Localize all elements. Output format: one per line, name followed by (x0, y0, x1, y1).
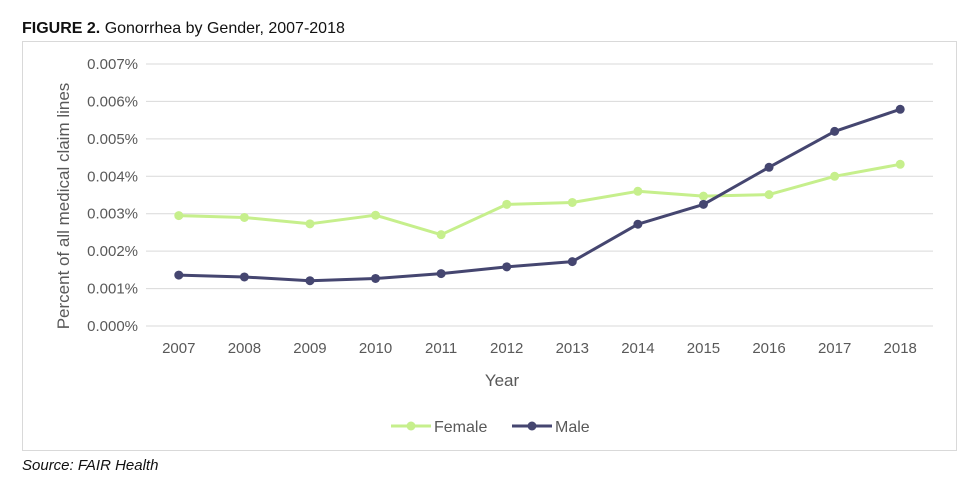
series-line-male (178, 107, 901, 283)
figure-caption: Gonorrhea by Gender, 2007-2018 (104, 20, 345, 37)
x-tick-label: 2009 (293, 340, 326, 357)
x-tick-label: 2013 (556, 340, 589, 357)
data-point-female (174, 211, 184, 221)
x-tick-label: 2007 (162, 340, 195, 357)
y-tick-label: 0.005% (87, 131, 138, 148)
data-point-male (698, 199, 708, 209)
line-chart: 0.000% 0.001% 0.002% 0.003% 0.004% 0.005% 0.00… (54, 56, 933, 436)
x-axis-ticks: 2007 2008 2009 2010 2011 2012 2013 2014 2015 2016… (162, 340, 917, 357)
source-note: Source: FAIR Health (22, 457, 159, 474)
y-axis-ticks: 0.000% 0.001% 0.002% 0.003% 0.004% 0.005% 0.00… (87, 56, 138, 335)
data-point-male (895, 104, 905, 114)
data-point-male (502, 262, 512, 272)
data-point-female (567, 197, 577, 207)
legend-label-female: Female (434, 419, 487, 436)
y-tick-label: 0.000% (87, 318, 138, 335)
series-line-female (178, 162, 901, 237)
data-point-female (239, 212, 249, 222)
data-point-male (174, 270, 184, 280)
data-point-female (764, 190, 774, 200)
y-axis-label: Percent of all medical claim lines (54, 83, 73, 330)
data-point-female (436, 230, 446, 240)
y-tick-label: 0.002% (87, 243, 138, 260)
data-point-female (633, 186, 643, 196)
x-tick-label: 2016 (752, 340, 785, 357)
data-point-female (305, 219, 315, 229)
chart-frame: 0.000% 0.001% 0.002% 0.003% 0.004% 0.005% 0.00… (22, 41, 957, 451)
y-tick-label: 0.006% (87, 93, 138, 110)
legend-marker-male (527, 421, 537, 431)
y-tick-label: 0.004% (87, 168, 138, 185)
legend: Female Male (391, 419, 590, 436)
data-point-male (305, 276, 315, 286)
data-point-male (830, 126, 840, 136)
data-point-male (567, 257, 577, 267)
data-point-female (371, 210, 381, 220)
figure-label: FIGURE 2. (22, 20, 101, 37)
x-tick-label: 2015 (687, 340, 720, 357)
data-point-male (633, 219, 643, 229)
x-tick-label: 2011 (425, 340, 457, 357)
data-point-female (830, 171, 840, 181)
data-point-female (698, 191, 708, 201)
x-tick-label: 2010 (359, 340, 392, 357)
figure-title: FIGURE 2. Gonorrhea by Gender, 2007-2018 (22, 20, 345, 38)
y-tick-label: 0.007% (87, 56, 138, 73)
data-point-male (436, 269, 446, 279)
x-tick-label: 2018 (884, 340, 917, 357)
data-point-male (764, 162, 774, 172)
x-tick-label: 2014 (621, 340, 654, 357)
legend-label-male: Male (555, 419, 590, 436)
legend-marker-female (406, 421, 416, 431)
x-tick-label: 2012 (490, 340, 523, 357)
series-layer (174, 104, 905, 286)
data-point-female (502, 199, 512, 209)
x-axis-label: Year (485, 371, 520, 390)
y-tick-label: 0.001% (87, 281, 138, 298)
x-tick-label: 2008 (228, 340, 261, 357)
y-tick-label: 0.003% (87, 206, 138, 223)
data-point-male (239, 272, 249, 282)
data-point-female (895, 159, 905, 169)
gridlines (146, 63, 933, 327)
data-point-male (371, 273, 381, 283)
x-tick-label: 2017 (818, 340, 851, 357)
